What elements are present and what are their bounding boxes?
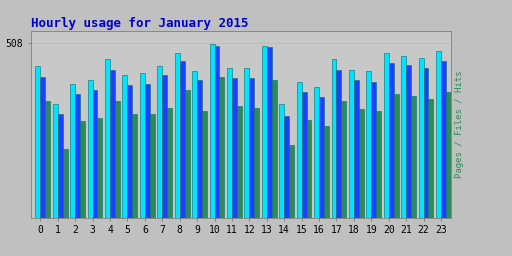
Bar (349, 70, 354, 218)
Bar (80, 121, 85, 218)
Bar (202, 111, 207, 218)
Bar (272, 80, 276, 218)
Bar (324, 126, 329, 218)
Bar (267, 47, 272, 218)
Bar (45, 101, 50, 218)
Bar (411, 95, 416, 218)
Bar (419, 58, 423, 218)
Bar (58, 114, 62, 218)
Bar (145, 83, 150, 218)
Bar (289, 145, 294, 218)
Bar (244, 68, 249, 218)
Bar (249, 78, 254, 218)
Bar (185, 90, 189, 218)
Bar (35, 66, 40, 218)
Bar (262, 46, 267, 218)
Bar (53, 104, 58, 218)
Bar (384, 52, 389, 218)
Bar (371, 82, 376, 218)
Bar (342, 101, 346, 218)
Bar (197, 80, 202, 218)
Y-axis label: Pages / Files / Hits: Pages / Files / Hits (455, 70, 464, 178)
Bar (70, 83, 75, 218)
Bar (122, 75, 127, 218)
Bar (150, 114, 155, 218)
Bar (401, 56, 406, 218)
Bar (389, 63, 394, 218)
Bar (180, 61, 185, 218)
Bar (162, 75, 167, 218)
Bar (110, 70, 115, 218)
Bar (296, 82, 302, 218)
Bar (62, 149, 68, 218)
Bar (302, 92, 307, 218)
Bar (75, 94, 80, 218)
Bar (279, 104, 284, 218)
Bar (167, 108, 172, 218)
Bar (367, 71, 371, 218)
Bar (105, 59, 110, 218)
Bar (93, 90, 97, 218)
Bar (319, 97, 324, 218)
Bar (394, 94, 398, 218)
Bar (127, 85, 132, 218)
Bar (40, 77, 45, 218)
Bar (376, 111, 381, 218)
Bar (359, 109, 364, 218)
Bar (436, 51, 441, 218)
Bar (254, 108, 259, 218)
Bar (441, 61, 446, 218)
Bar (232, 78, 237, 218)
Bar (284, 116, 289, 218)
Bar (406, 65, 411, 218)
Bar (192, 71, 197, 218)
Bar (336, 70, 342, 218)
Bar (115, 101, 120, 218)
Text: Hourly usage for January 2015: Hourly usage for January 2015 (31, 17, 248, 29)
Bar (237, 106, 242, 218)
Bar (97, 118, 102, 218)
Bar (423, 68, 429, 218)
Bar (429, 99, 434, 218)
Bar (175, 52, 180, 218)
Bar (331, 59, 336, 218)
Bar (307, 120, 311, 218)
Bar (157, 66, 162, 218)
Bar (88, 80, 93, 218)
Bar (140, 73, 145, 218)
Bar (132, 114, 137, 218)
Bar (227, 68, 232, 218)
Bar (314, 87, 319, 218)
Bar (220, 77, 224, 218)
Bar (354, 80, 359, 218)
Bar (209, 44, 215, 218)
Bar (215, 46, 220, 218)
Bar (446, 92, 451, 218)
